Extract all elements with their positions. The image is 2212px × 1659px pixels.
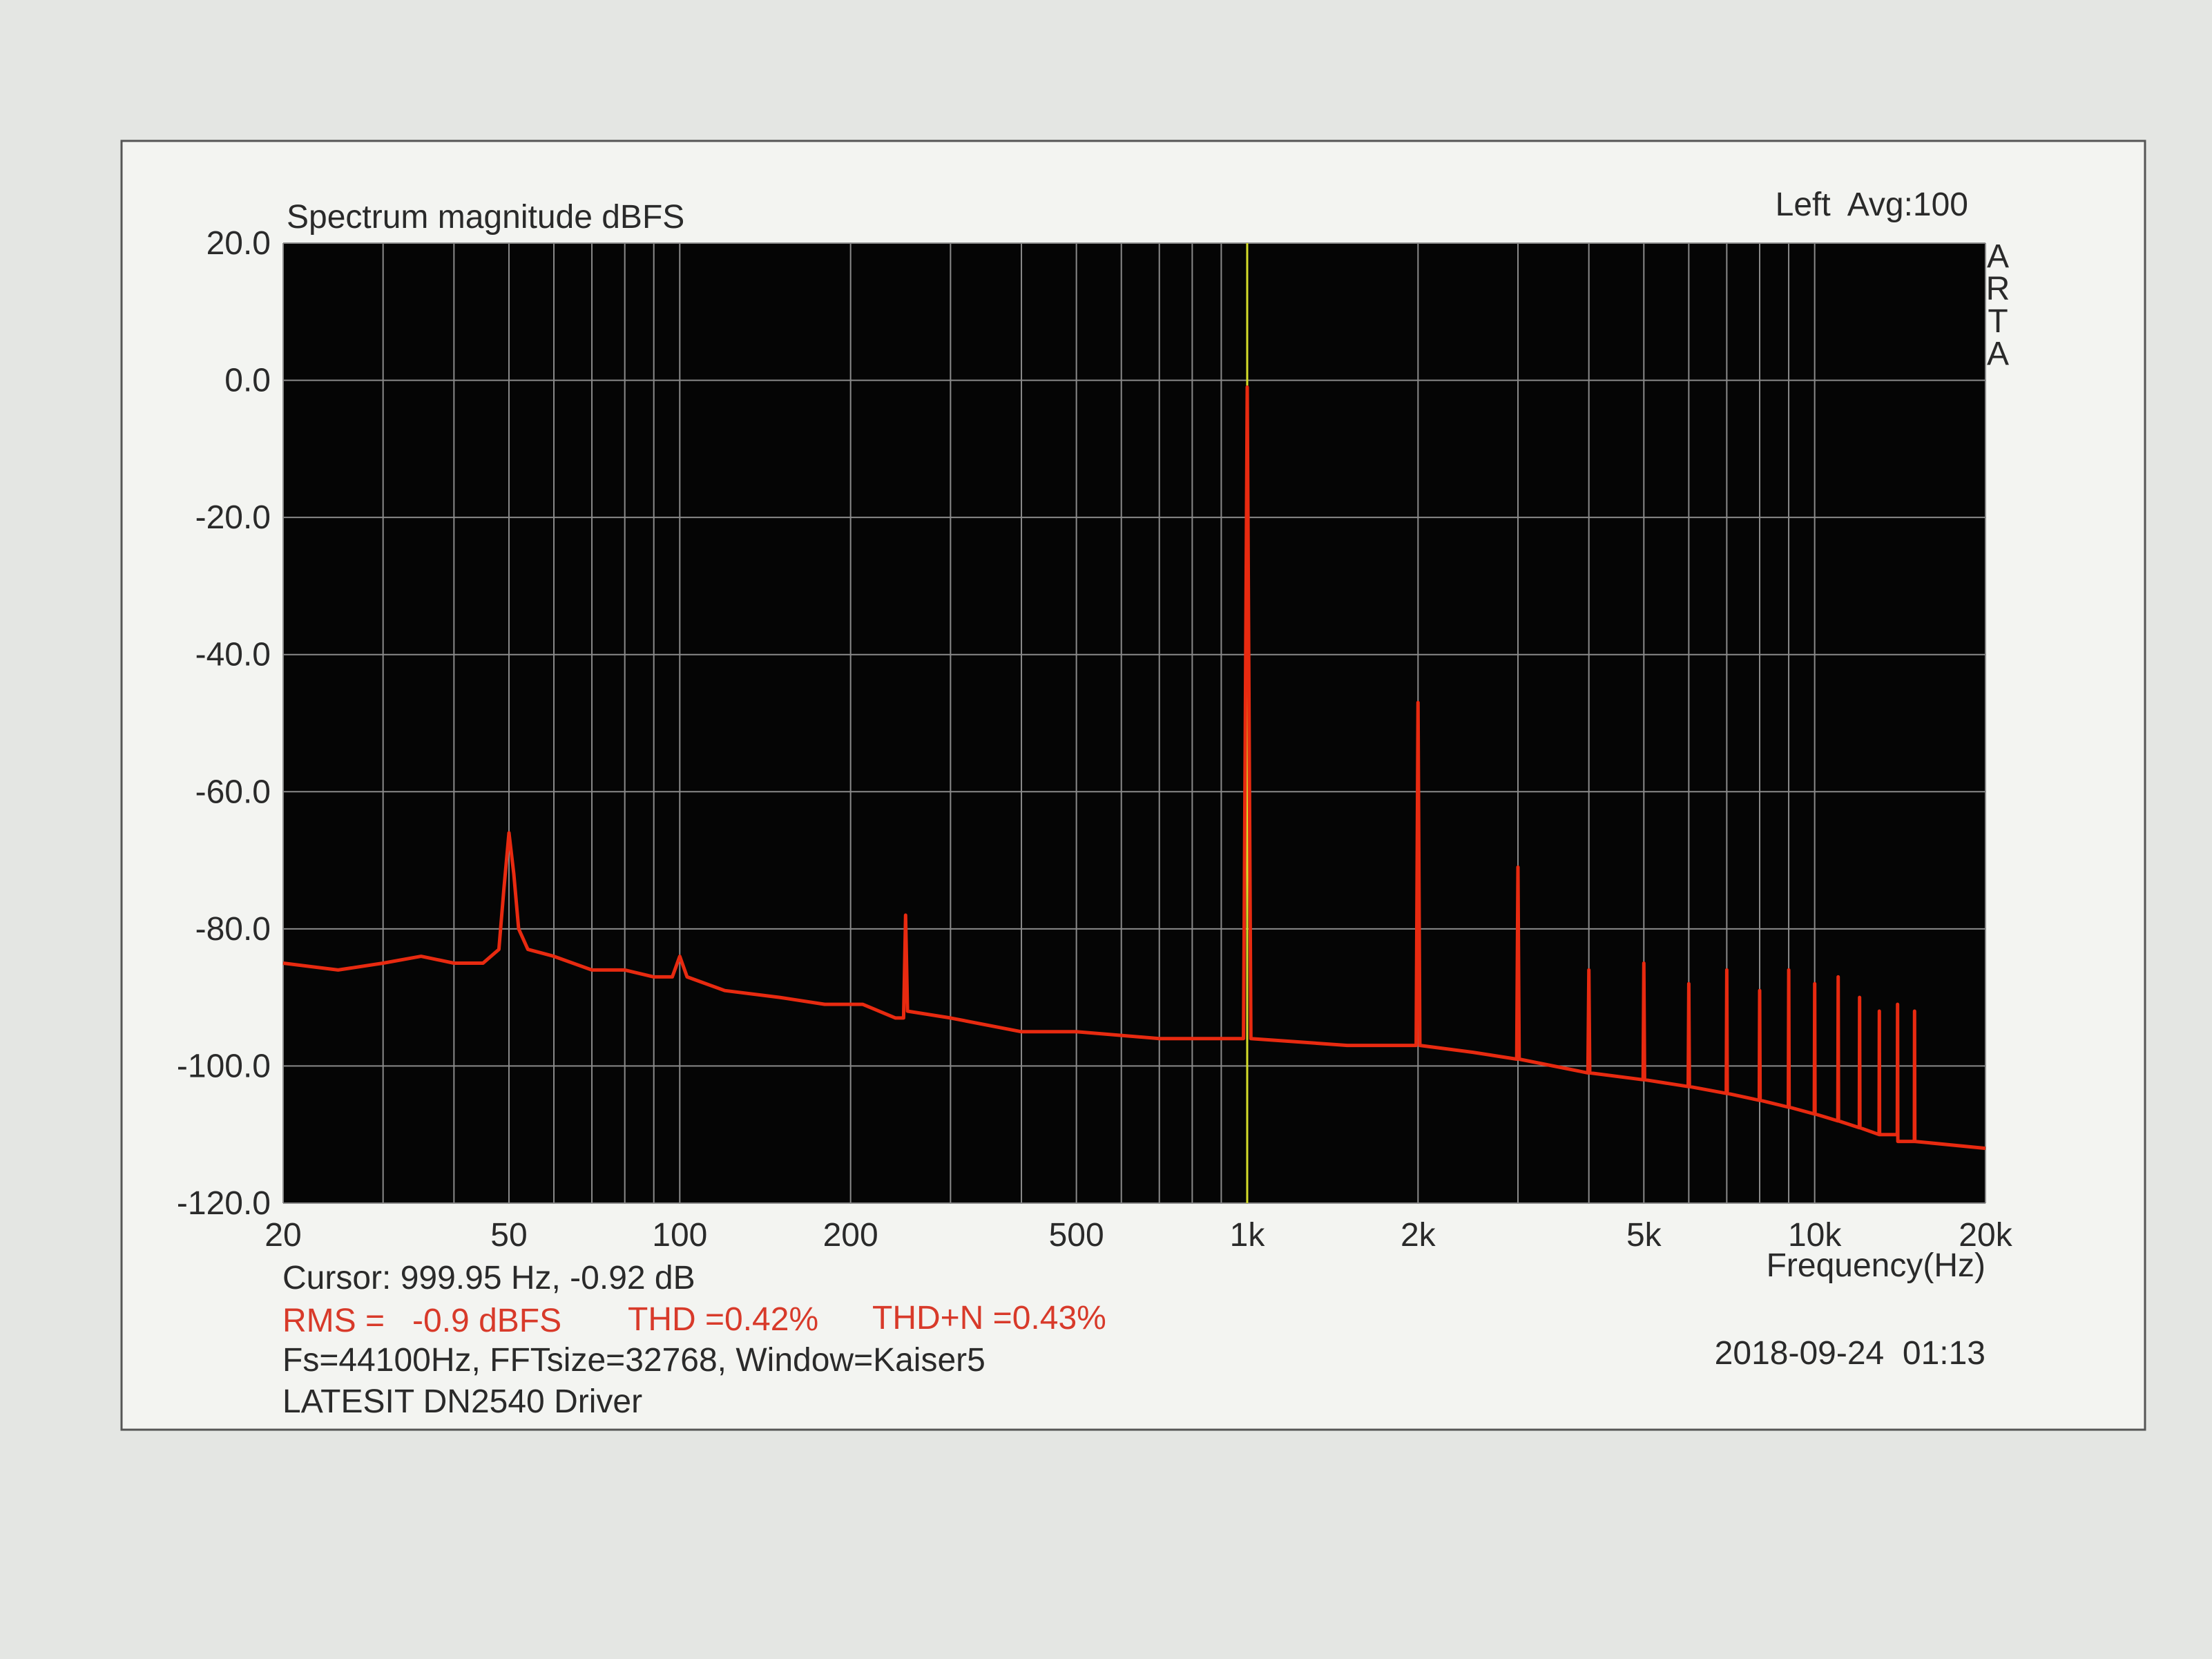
x-tick-label: 500 <box>1049 1217 1104 1254</box>
plot-area <box>283 243 1985 1203</box>
y-tick-label: -100.0 <box>177 1048 271 1084</box>
chart-title: Spectrum magnitude dBFS <box>287 199 684 236</box>
x-tick-label: 2k <box>1401 1217 1436 1254</box>
y-tick-label: -120.0 <box>177 1185 271 1222</box>
rms-readout: RMS = -0.9 dBFS <box>282 1303 561 1339</box>
y-tick-label: -40.0 <box>195 637 271 673</box>
x-tick-label: 200 <box>823 1217 878 1254</box>
y-tick-label: -20.0 <box>195 499 271 536</box>
x-tick-label: 20 <box>265 1217 301 1254</box>
spectrum-line <box>282 385 1986 1151</box>
y-tick-label: -80.0 <box>195 911 271 948</box>
thdn-readout: THD+N =0.43% <box>872 1300 1106 1336</box>
x-tick-label: 1k <box>1230 1217 1266 1254</box>
y-tick-label: 0.0 <box>224 363 271 399</box>
timestamp: 2018-09-24 01:13 <box>1715 1335 1985 1372</box>
channel-info: Left Avg:100 <box>1776 186 1968 223</box>
y-tick-label: -60.0 <box>195 774 271 810</box>
settings-readout: Fs=44100Hz, FFTsize=32768, Window=Kaiser… <box>282 1342 985 1379</box>
x-tick-label: 10k <box>1788 1217 1842 1254</box>
x-tick-label: 20k <box>1959 1217 2012 1254</box>
x-tick-label: 100 <box>652 1217 707 1254</box>
x-tick-label: 5k <box>1626 1217 1662 1254</box>
cursor-readout: Cursor: 999.95 Hz, -0.92 dB <box>282 1260 695 1296</box>
thd-readout: THD =0.42% <box>628 1301 818 1338</box>
x-tick-label: 50 <box>490 1217 527 1254</box>
x-axis-label: Frequency(Hz) <box>1767 1247 1985 1284</box>
device-name: LATESIT DN2540 Driver <box>282 1383 642 1420</box>
y-tick-label: 20.0 <box>206 225 271 262</box>
